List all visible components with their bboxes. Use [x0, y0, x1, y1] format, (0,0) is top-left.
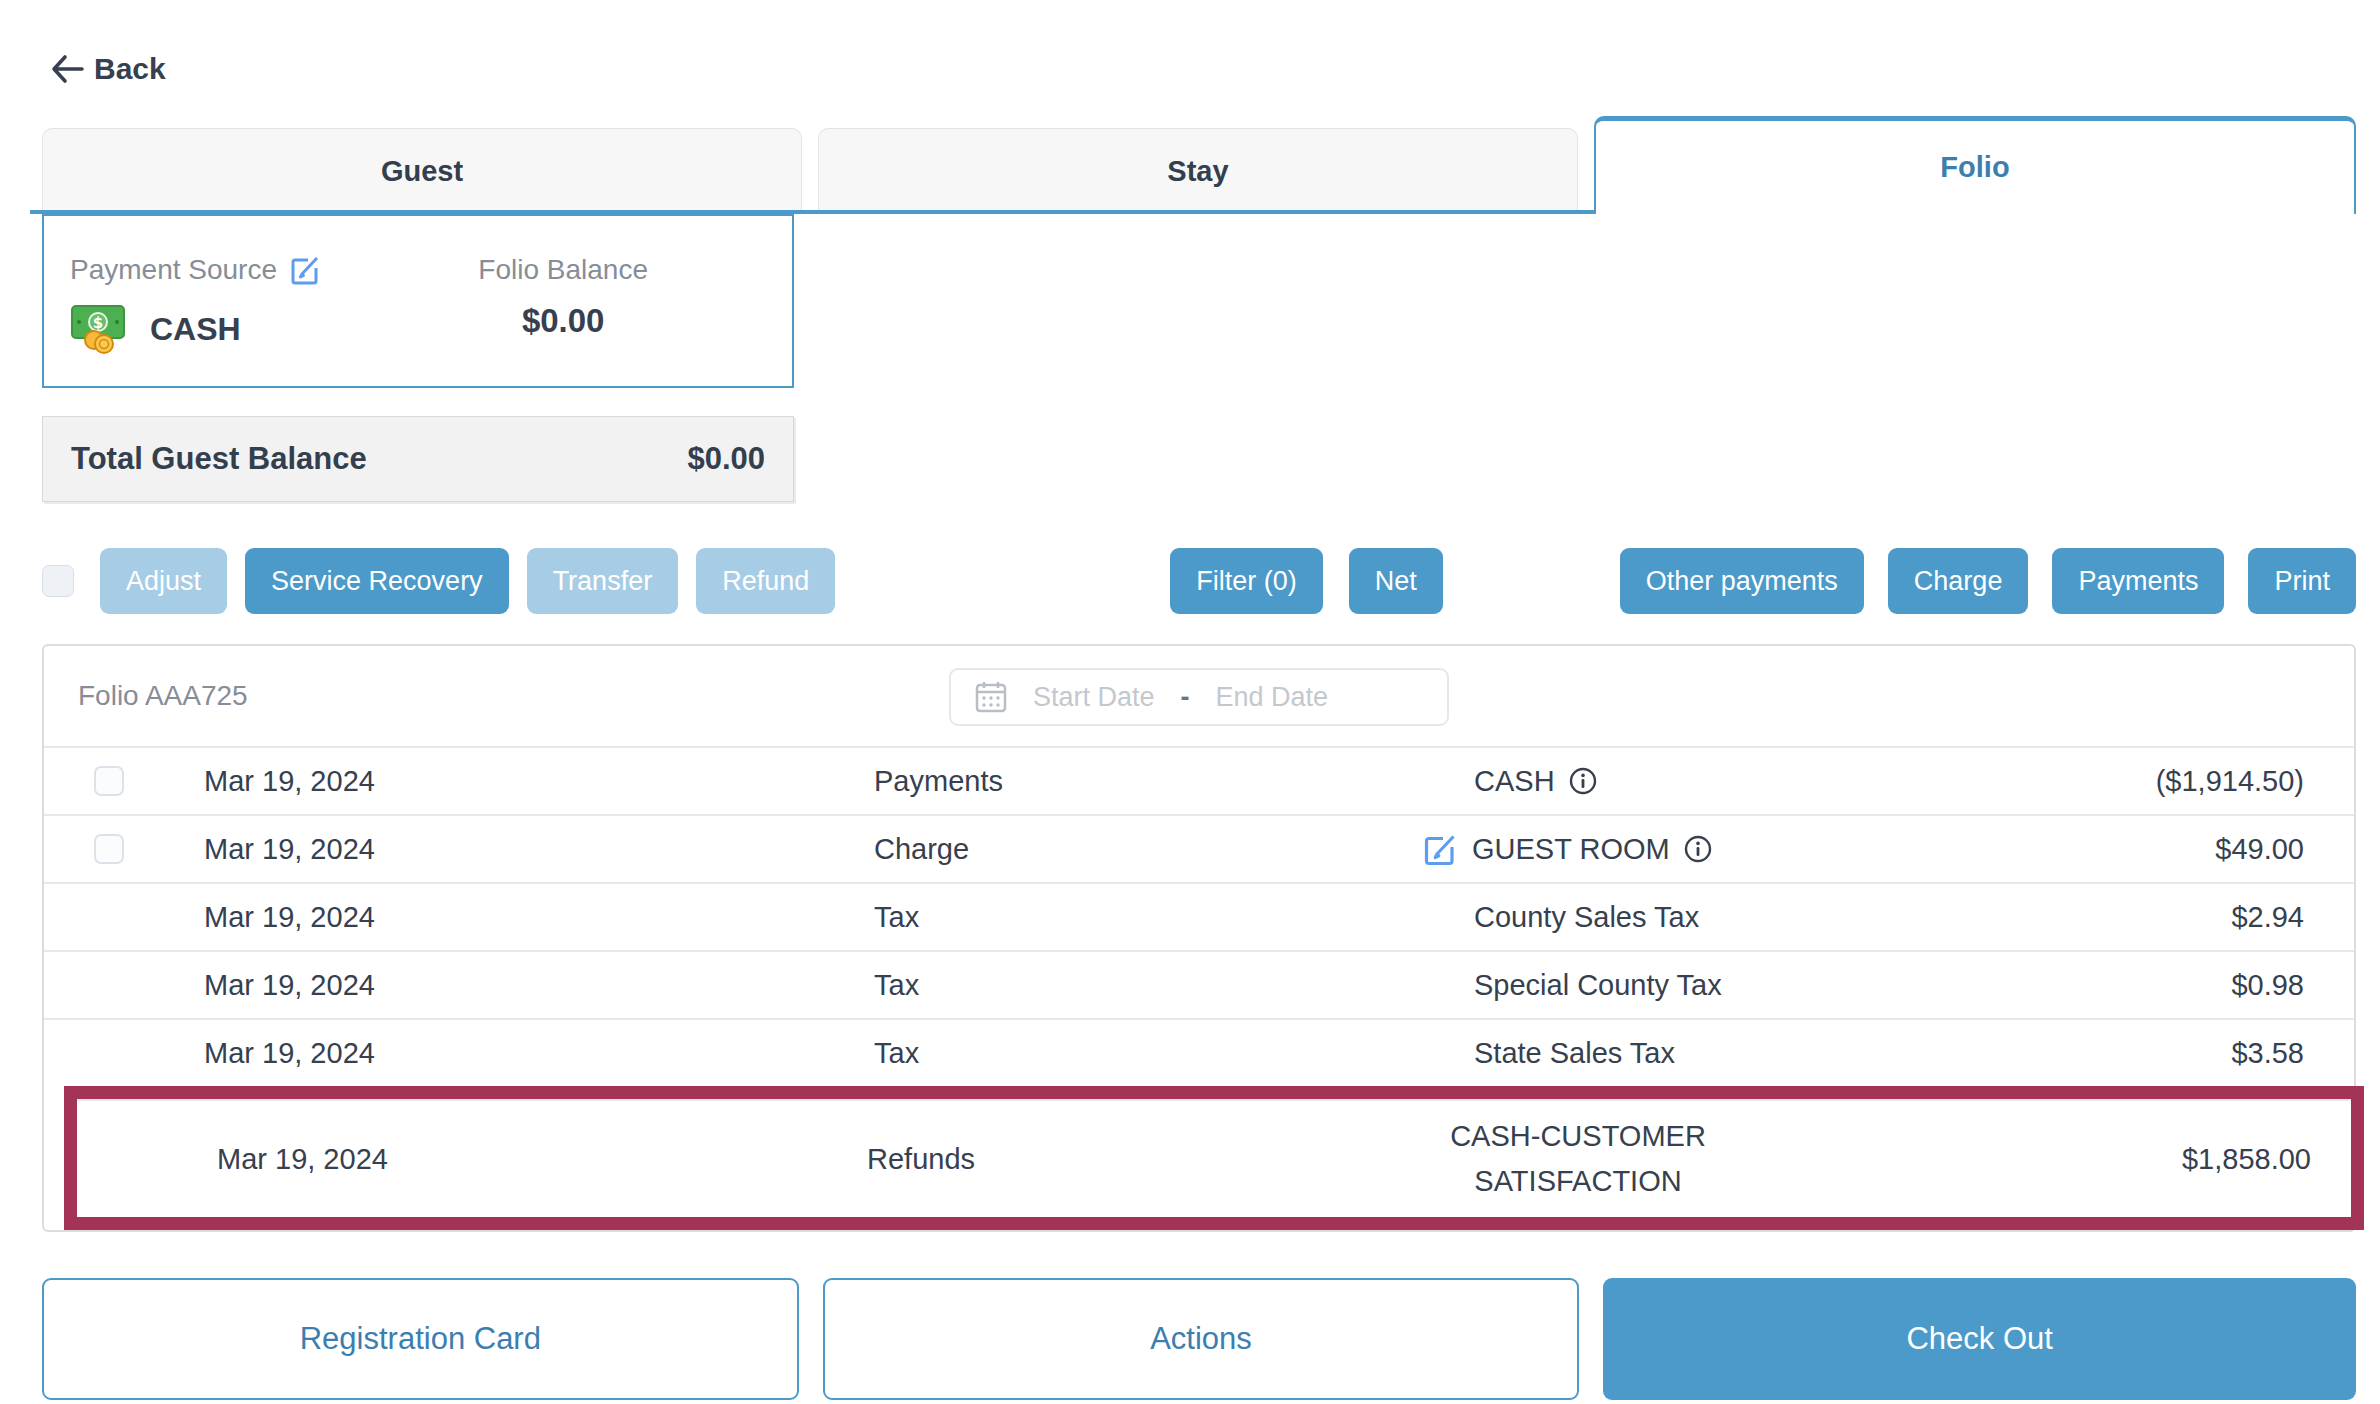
row-date: Mar 19, 2024 [197, 1143, 867, 1176]
tab-underline [30, 210, 1598, 214]
cash-icon: $ [70, 300, 132, 358]
row-checkbox[interactable] [94, 834, 124, 864]
row-amount: $2.94 [2074, 901, 2304, 934]
table-row[interactable]: Mar 19, 2024 Tax State Sales Tax $3.58 [44, 1018, 2354, 1086]
table-row[interactable]: Mar 19, 2024 Tax County Sales Tax $2.94 [44, 882, 2354, 950]
registration-card-button[interactable]: Registration Card [42, 1278, 799, 1400]
row-description: GUEST ROOM [1472, 833, 1670, 866]
actions-button[interactable]: Actions [823, 1278, 1580, 1400]
service-recovery-button[interactable]: Service Recovery [245, 548, 509, 614]
row-type: Refunds [867, 1143, 1467, 1176]
date-range-picker[interactable]: Start Date - End Date [949, 668, 1449, 726]
row-date: Mar 19, 2024 [184, 1037, 874, 1070]
edit-charge-icon[interactable] [1422, 831, 1458, 867]
adjust-button[interactable]: Adjust [100, 548, 227, 614]
edit-payment-source-icon[interactable] [289, 254, 321, 286]
tab-guest[interactable]: Guest [42, 128, 802, 214]
row-description: County Sales Tax [1474, 901, 1699, 934]
row-date: Mar 19, 2024 [184, 901, 874, 934]
tab-stay[interactable]: Stay [818, 128, 1578, 214]
payment-source-col: Payment Source $ CA [70, 254, 321, 358]
tab-folio[interactable]: Folio [1594, 116, 2356, 214]
tab-bar: Guest Stay Folio [42, 116, 2356, 214]
row-description: State Sales Tax [1474, 1037, 1675, 1070]
date-range-separator: - [1181, 682, 1190, 713]
folio-title: Folio AAA725 [78, 680, 248, 712]
row-date: Mar 19, 2024 [184, 969, 874, 1002]
charge-button[interactable]: Charge [1888, 548, 2029, 614]
highlighted-refund-row[interactable]: Mar 19, 2024 Refunds CASH-CUSTOMER SATIS… [64, 1086, 2364, 1230]
select-all-checkbox[interactable] [42, 565, 74, 597]
start-date-placeholder: Start Date [1033, 682, 1155, 713]
footer-actions: Registration Card Actions Check Out [42, 1278, 2356, 1400]
row-type: Tax [874, 1037, 1474, 1070]
row-checkbox[interactable] [94, 766, 124, 796]
payments-button[interactable]: Payments [2052, 548, 2224, 614]
folio-table: Folio AAA725 Start Date - End Date Mar 1… [42, 644, 2356, 1232]
row-date: Mar 19, 2024 [184, 833, 874, 866]
row-amount: $1,858.00 [2067, 1143, 2311, 1176]
calendar-icon [975, 680, 1007, 714]
other-payments-button[interactable]: Other payments [1620, 548, 1864, 614]
total-guest-balance-label: Total Guest Balance [71, 441, 367, 477]
row-amount: $0.98 [2074, 969, 2304, 1002]
row-type: Tax [874, 901, 1474, 934]
row-amount: ($1,914.50) [2074, 765, 2304, 798]
net-button[interactable]: Net [1349, 548, 1443, 614]
table-row[interactable]: Mar 19, 2024 Tax Special County Tax $0.9… [44, 950, 2354, 1018]
filter-button[interactable]: Filter (0) [1170, 548, 1323, 614]
payment-source-label: Payment Source [70, 254, 277, 286]
row-description: CASH-CUSTOMER SATISFACTION [1405, 1114, 1751, 1204]
total-guest-balance-bar: Total Guest Balance $0.00 [42, 416, 794, 502]
total-guest-balance-value: $0.00 [687, 441, 765, 477]
payment-source-value: CASH [150, 311, 241, 348]
row-description: Special County Tax [1474, 969, 1722, 1002]
row-type: Payments [874, 765, 1474, 798]
transfer-button[interactable]: Transfer [527, 548, 679, 614]
info-icon[interactable] [1684, 835, 1712, 863]
back-arrow-icon [50, 54, 84, 84]
row-type: Tax [874, 969, 1474, 1002]
row-type: Charge [874, 833, 1474, 866]
row-amount: $3.58 [2074, 1037, 2304, 1070]
back-label: Back [94, 52, 166, 86]
payment-source-card: Payment Source $ CA [42, 214, 794, 388]
print-button[interactable]: Print [2248, 548, 2356, 614]
table-row[interactable]: Mar 19, 2024 Charge GUEST ROOM $49.00 [44, 814, 2354, 882]
row-date: Mar 19, 2024 [184, 765, 874, 798]
row-description: CASH [1474, 765, 1555, 798]
toolbar: Adjust Service Recovery Transfer Refund … [42, 548, 2356, 614]
folio-balance-col: Folio Balance $0.00 [478, 254, 766, 358]
folio-page: Back Guest Stay Folio Payment Source $ [0, 0, 2380, 1404]
row-amount: $49.00 [2074, 833, 2304, 866]
end-date-placeholder: End Date [1216, 682, 1329, 713]
check-out-button[interactable]: Check Out [1603, 1278, 2356, 1400]
table-row[interactable]: Mar 19, 2024 Payments CASH ($1,914.50) [44, 746, 2354, 814]
svg-text:$: $ [93, 314, 103, 332]
folio-balance-value: $0.00 [478, 302, 648, 340]
back-button[interactable]: Back [50, 52, 166, 86]
folio-balance-label: Folio Balance [478, 254, 648, 286]
refund-button[interactable]: Refund [696, 548, 835, 614]
info-icon[interactable] [1569, 767, 1597, 795]
folio-table-header: Folio AAA725 Start Date - End Date [44, 646, 2354, 746]
